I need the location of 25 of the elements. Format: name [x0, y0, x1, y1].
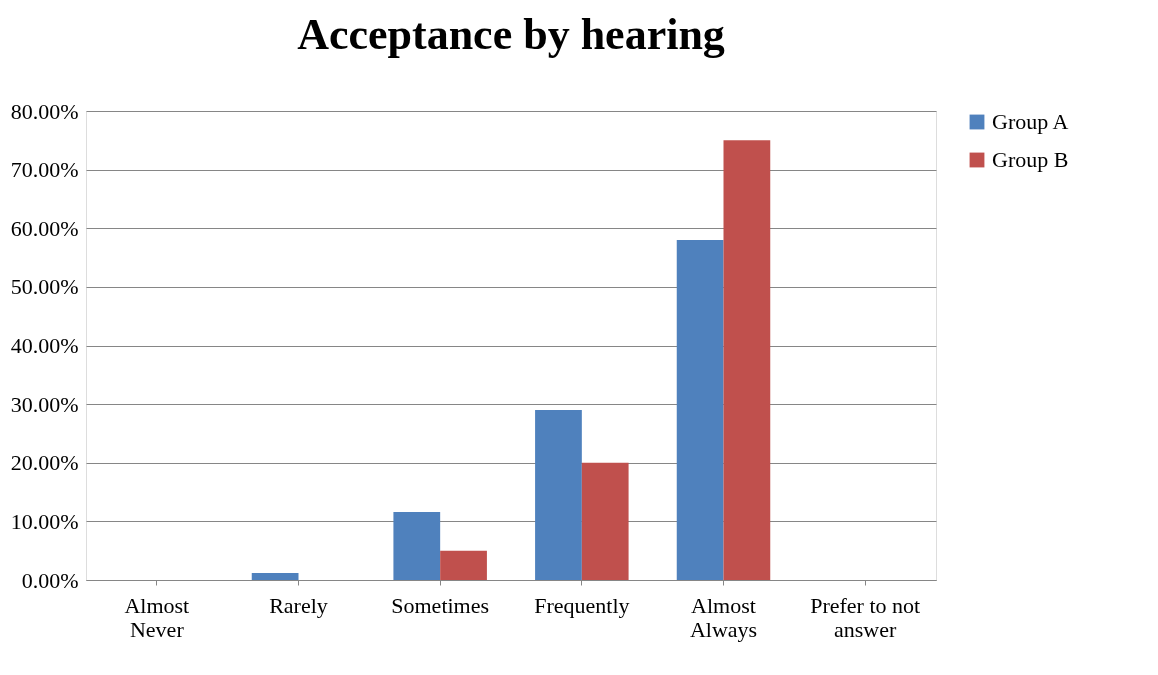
bar: [393, 512, 441, 580]
bar: [676, 239, 724, 580]
legend-label: Group A: [992, 109, 1069, 134]
y-tick-label: 80.00%: [10, 98, 79, 124]
x-tick-label: Rarely: [269, 592, 328, 618]
y-tick-label: 30.00%: [10, 391, 79, 417]
x-tick-label: Frequently: [534, 592, 630, 618]
bar: [723, 140, 771, 580]
y-tick-label: 60.00%: [10, 215, 79, 241]
y-tick-label: 70.00%: [10, 157, 79, 183]
y-tick-label: 50.00%: [10, 274, 79, 300]
y-tick-label: 20.00%: [10, 450, 79, 476]
bar: [251, 572, 299, 580]
x-tick-label: Almost Always: [689, 592, 758, 642]
chart-title: Acceptance by hearing: [297, 10, 725, 59]
x-tick-label: Sometimes: [391, 592, 490, 618]
legend-label: Group B: [992, 147, 1069, 172]
y-tick-label: 10.00%: [10, 508, 79, 534]
bar: [535, 409, 582, 580]
y-tick-label: 0.00%: [21, 567, 79, 593]
bar: [440, 550, 487, 580]
bar: [581, 462, 629, 580]
y-tick-label: 40.00%: [10, 333, 79, 358]
x-tick-label: Prefer to not answer: [810, 592, 921, 642]
x-tick-label: Almost Never: [124, 592, 190, 642]
